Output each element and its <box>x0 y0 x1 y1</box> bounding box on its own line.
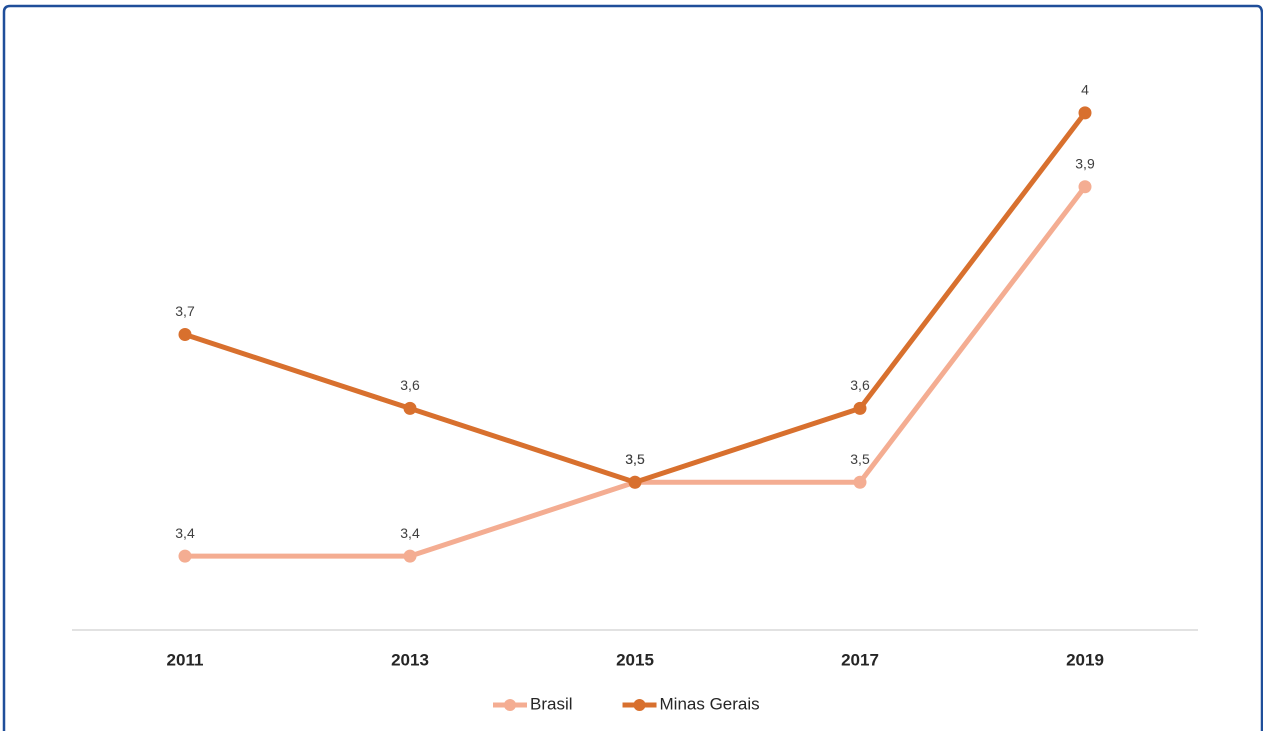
series-line <box>185 185 1087 559</box>
x-tick-label: 2011 <box>167 650 204 669</box>
data-label: 3,4 <box>400 525 420 541</box>
frame <box>2 4 1263 731</box>
data-label: 3,6 <box>850 377 870 393</box>
x-tick-label: 2013 <box>391 650 429 669</box>
data-point <box>1078 106 1092 120</box>
data-point <box>1078 180 1092 194</box>
data-point <box>178 328 192 341</box>
legend-marker <box>504 699 516 711</box>
legend-label: Minas Gerais <box>660 694 760 713</box>
x-tick-label: 2015 <box>616 650 654 669</box>
data-label: 3,5 <box>625 451 645 467</box>
data-label: 3,5 <box>850 451 870 467</box>
data-label: 4 <box>1081 82 1089 98</box>
data-label: 3,9 <box>1075 155 1095 171</box>
data-point <box>853 401 867 415</box>
data-label: 3,6 <box>400 377 420 393</box>
legend-item: Minas Gerais <box>622 694 760 713</box>
legend: Brasil Minas Gerais <box>493 694 760 713</box>
data-label: 3,5 <box>625 451 645 467</box>
data-label: 3,4 <box>175 525 195 541</box>
data-point <box>628 475 642 489</box>
data-point <box>853 475 867 489</box>
series-line <box>184 111 1087 485</box>
legend-marker <box>633 699 646 711</box>
x-tick-label: 2017 <box>841 650 879 669</box>
data-point <box>403 549 417 563</box>
data-label: 3,7 <box>175 303 195 319</box>
data-point <box>178 549 192 563</box>
data-point <box>403 401 417 415</box>
legend-item: Brasil <box>493 694 573 713</box>
legend-label: Brasil <box>530 694 573 713</box>
x-tick-label: 2019 <box>1066 650 1104 669</box>
